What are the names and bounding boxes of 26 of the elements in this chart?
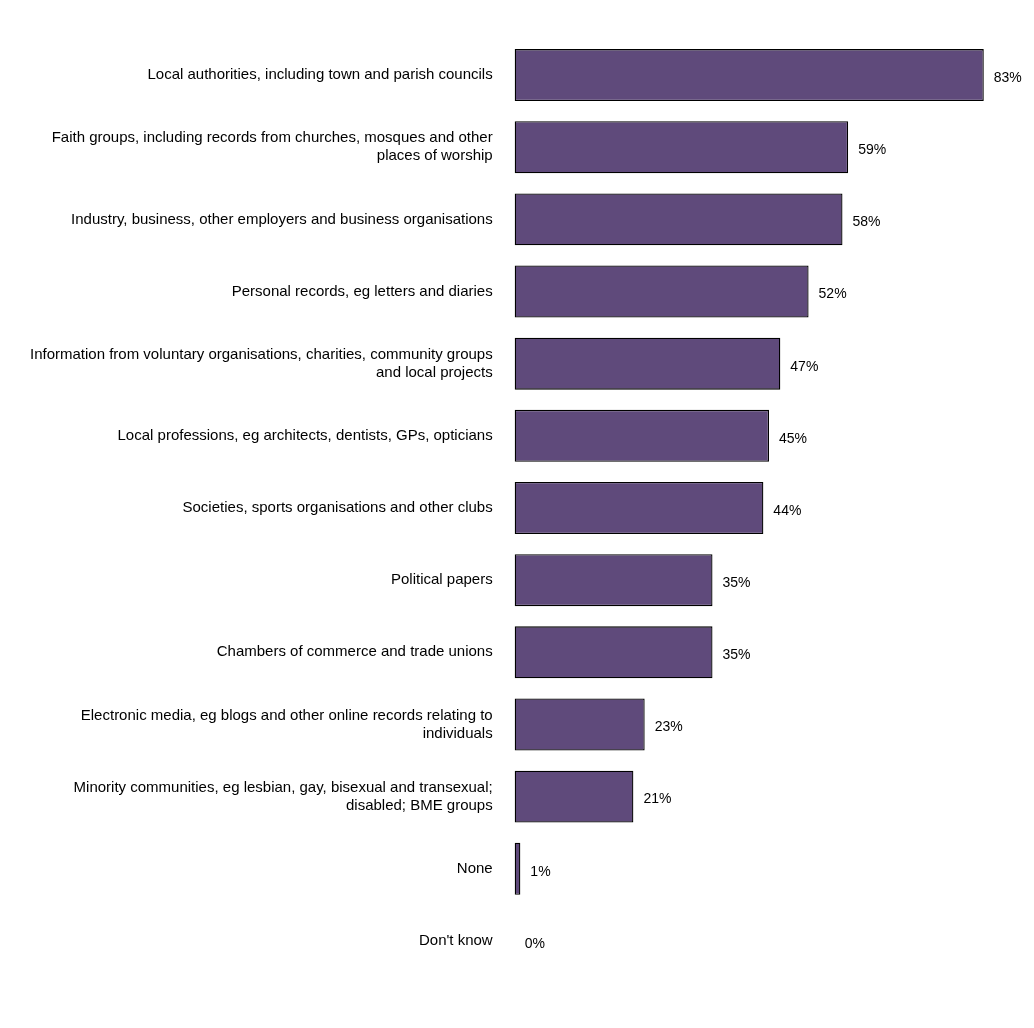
y-tick-label: Chambers of commerce and trade unions: [216, 642, 493, 660]
data-label: 0%: [524, 934, 545, 951]
y-tick-label: Don't know: [418, 931, 493, 949]
data-label: 45%: [779, 429, 808, 446]
y-tick-label: None: [456, 858, 493, 876]
y-tick-label: Societies, sports organisations and other clubs: [182, 498, 493, 516]
y-tick-label: Minority communities, eg lesbian, gay, bisexual and transexual; disabled; BME groups: [73, 777, 493, 813]
data-label: 21%: [643, 790, 672, 807]
y-tick-label: Electronic media, eg blogs and other online records relating to individuals: [80, 705, 493, 741]
data-label: 59%: [858, 141, 887, 158]
data-label: 35%: [722, 646, 751, 663]
data-label: 47%: [790, 357, 819, 374]
data-label: 83%: [993, 68, 1022, 85]
data-label: 44%: [773, 501, 802, 518]
y-tick-label: Personal records, eg letters and diaries: [231, 281, 493, 299]
data-label: 52%: [818, 285, 847, 302]
y-tick-label: Information from voluntary organisations, charities, community groups and local projects: [30, 344, 493, 380]
y-tick-label: Industry, business, other employers and business organisations: [71, 209, 493, 227]
data-label: 35%: [722, 574, 751, 591]
y-tick-label: Local authorities, including town and parish councils: [147, 65, 493, 83]
y-tick-label: Political papers: [390, 570, 493, 588]
data-label: 23%: [654, 718, 683, 735]
data-label: 58%: [852, 213, 881, 230]
y-tick-label: Local professions, eg architects, dentists, GPs, opticians: [117, 425, 493, 443]
y-tick-label: Faith groups, including records from churches, mosques and other places of worship: [51, 128, 493, 164]
data-label: 1%: [530, 862, 551, 879]
